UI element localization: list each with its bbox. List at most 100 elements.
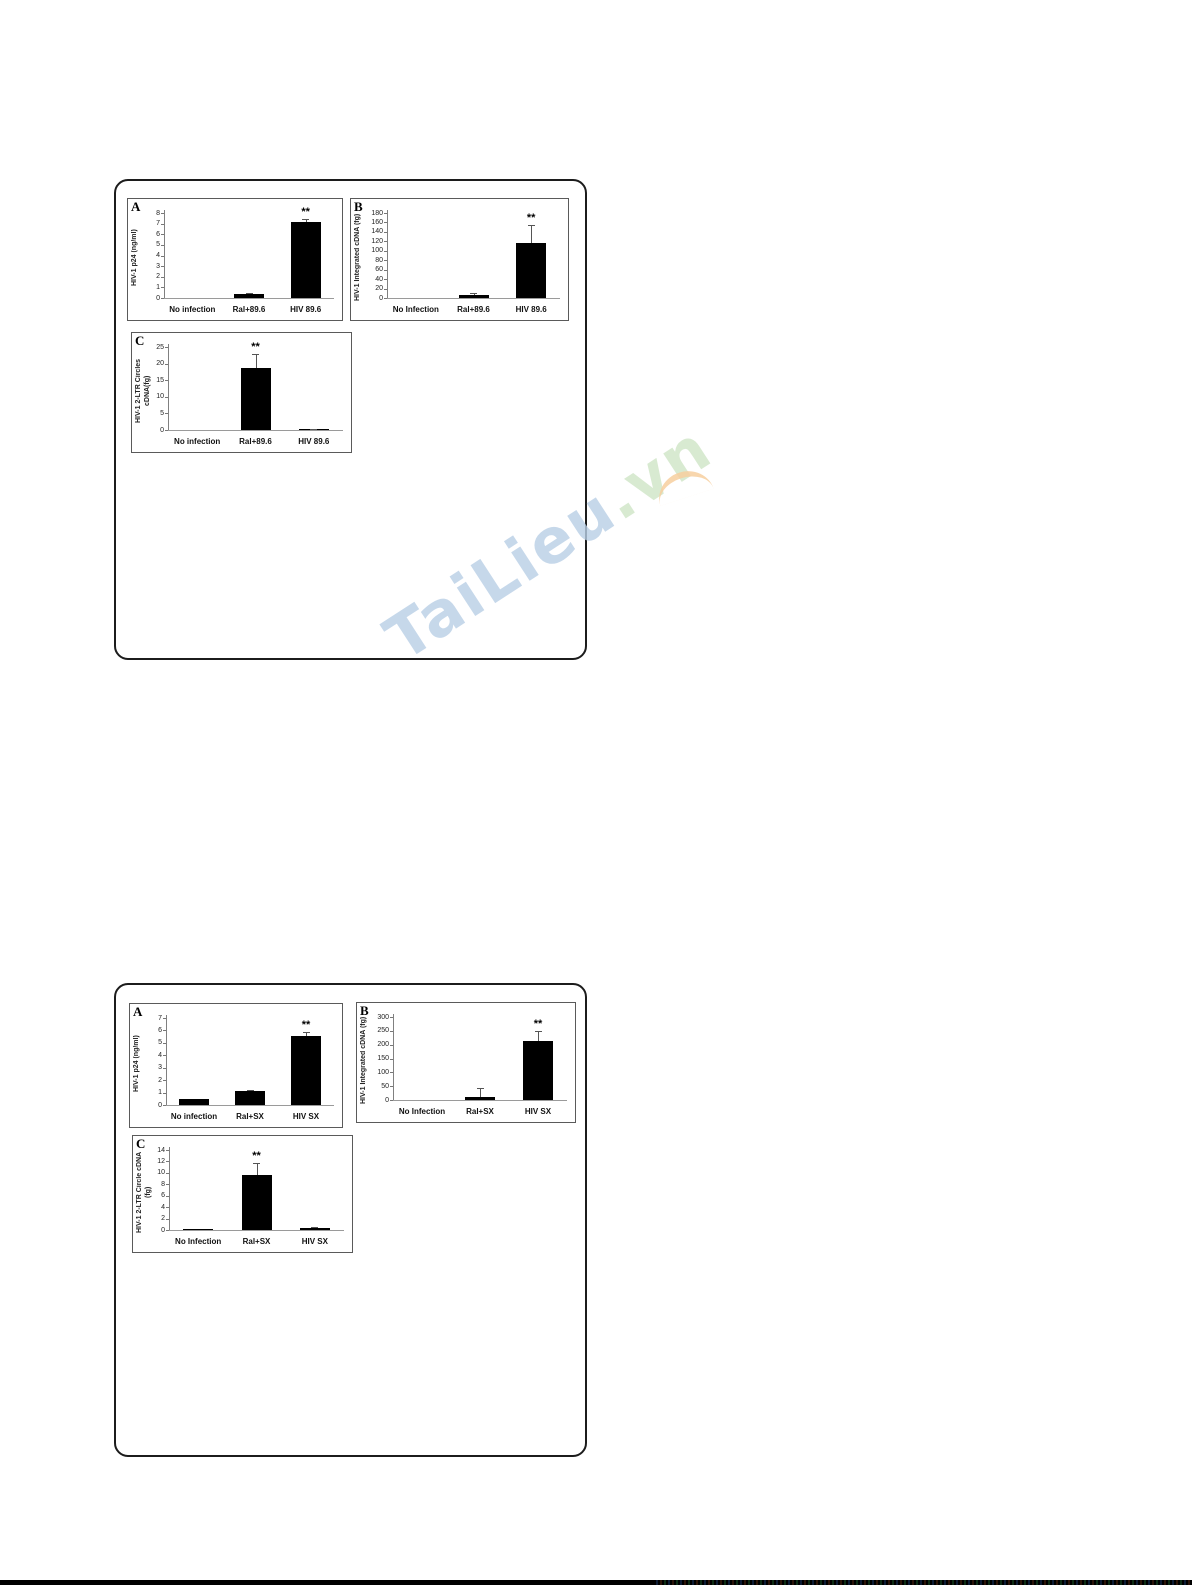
panel-letter: A bbox=[131, 199, 141, 214]
y-tick-mark bbox=[161, 234, 164, 236]
y-tick-label: 0 bbox=[379, 294, 383, 302]
y-tick-mark bbox=[166, 1195, 169, 1197]
y-tick-mark bbox=[163, 1042, 166, 1044]
panel-letter: C bbox=[135, 333, 145, 348]
y-tick-label: 3 bbox=[156, 262, 160, 270]
y-tick-mark bbox=[161, 244, 164, 246]
y-axis-line bbox=[393, 1014, 394, 1100]
y-tick-label: 14 bbox=[157, 1146, 165, 1154]
x-category-label: Ral+89.6 bbox=[232, 305, 266, 314]
x-category-label: HIV SX bbox=[524, 1107, 552, 1116]
y-tick-label: 20 bbox=[375, 285, 383, 293]
y-tick-mark bbox=[163, 1067, 166, 1069]
error-bar-cap bbox=[252, 353, 259, 355]
y-tick-label: 0 bbox=[161, 1226, 165, 1234]
y-tick-mark bbox=[384, 279, 387, 281]
y-tick-label: 1 bbox=[156, 283, 160, 291]
x-category-label: HIV 89.6 bbox=[290, 305, 322, 314]
bar-ral-89-6 bbox=[240, 367, 271, 430]
error-bar-cap bbox=[476, 1087, 484, 1089]
bar-hiv-89-6 bbox=[290, 221, 321, 298]
y-tick-label: 40 bbox=[375, 275, 383, 283]
figure1-panel-a-chart: A HIV-1 p24 (ng/ml) 0 1 2 3 4 5 6 7 8 No infection R… bbox=[127, 198, 343, 321]
significance-marker: ** bbox=[252, 1150, 261, 1163]
panel-letter: B bbox=[354, 199, 363, 214]
y-tick-label: 8 bbox=[161, 1180, 165, 1188]
y-tick-mark bbox=[163, 1055, 166, 1057]
x-axis-line bbox=[166, 430, 343, 431]
y-tick-label: 2 bbox=[156, 273, 160, 281]
bar-no-infection bbox=[179, 1099, 209, 1105]
y-tick-label: 7 bbox=[158, 1014, 162, 1022]
y-axis-line bbox=[168, 344, 169, 430]
bar-ral-89-6 bbox=[234, 294, 264, 298]
y-tick-mark bbox=[165, 430, 168, 431]
bar-ral-sx bbox=[235, 1091, 265, 1105]
y-tick-label: 15 bbox=[156, 376, 164, 384]
y-tick-mark bbox=[163, 1080, 166, 1082]
y-tick-mark bbox=[166, 1150, 169, 1151]
y-tick-mark bbox=[390, 1072, 393, 1074]
error-bar-line bbox=[305, 218, 307, 222]
y-tick-mark bbox=[161, 287, 164, 289]
error-bar-cap bbox=[246, 1090, 254, 1092]
x-category-label: Ral+SX bbox=[236, 1112, 264, 1121]
y-axis-line bbox=[169, 1147, 170, 1230]
significance-marker: ** bbox=[526, 211, 536, 224]
x-category-label: No infection bbox=[174, 437, 221, 446]
x-category-label: No Infection bbox=[175, 1237, 222, 1246]
x-axis-line bbox=[164, 1105, 334, 1106]
y-tick-mark bbox=[390, 1058, 393, 1060]
y-tick-label: 0 bbox=[156, 294, 160, 302]
watermark-swoosh-icon bbox=[652, 463, 714, 507]
y-tick-mark bbox=[161, 223, 164, 225]
y-tick-label: 10 bbox=[156, 393, 164, 401]
y-tick-mark bbox=[384, 250, 387, 252]
x-category-label: Ral+89.6 bbox=[457, 305, 490, 314]
y-tick-label: 5 bbox=[160, 409, 164, 417]
figure-1-box: A HIV-1 p24 (ng/ml) 0 1 2 3 4 5 6 7 8 No infection R… bbox=[114, 179, 587, 660]
y-tick-label: 140 bbox=[371, 228, 383, 236]
y-tick-label: 250 bbox=[377, 1027, 389, 1035]
y-tick-label: 300 bbox=[377, 1013, 389, 1021]
y-tick-label: 25 bbox=[156, 343, 164, 351]
x-category-label: HIV 89.6 bbox=[298, 437, 330, 446]
watermark-text-suffix: .vn bbox=[588, 411, 725, 535]
y-tick-mark bbox=[165, 396, 168, 398]
y-tick-mark bbox=[163, 1105, 166, 1106]
y-tick-mark bbox=[165, 363, 168, 365]
figure-2-box: A HIV-1 p24 (ng/ml) 0 1 2 3 4 5 6 7 No infection Ra… bbox=[114, 983, 587, 1457]
y-tick-label: 6 bbox=[158, 1026, 162, 1034]
x-category-label: No infection bbox=[170, 1112, 218, 1121]
y-tick-mark bbox=[384, 269, 387, 271]
y-tick-label: 100 bbox=[377, 1068, 389, 1076]
y-tick-mark bbox=[384, 298, 387, 299]
y-tick-mark bbox=[165, 380, 168, 382]
error-bar-line bbox=[306, 1031, 307, 1036]
bar-hiv-sx bbox=[523, 1040, 553, 1100]
page-bottom-rule bbox=[0, 1580, 1192, 1585]
y-tick-mark bbox=[384, 288, 387, 290]
y-tick-label: 3 bbox=[158, 1064, 162, 1072]
error-bar-line bbox=[531, 224, 533, 243]
y-tick-label: 4 bbox=[161, 1203, 165, 1211]
y-tick-label: 7 bbox=[156, 220, 160, 228]
figure2-panel-c-chart: C HIV-1 2-LTR Circle cDNA (fg) 0 2 4 6 8 10 12 14… bbox=[132, 1135, 353, 1253]
y-tick-label: 20 bbox=[156, 360, 164, 368]
y-tick-mark bbox=[390, 1044, 393, 1046]
y-tick-label: 150 bbox=[377, 1055, 389, 1062]
y-tick-label: 180 bbox=[371, 209, 383, 217]
figure1-panel-c-chart: C HIV-1 2-LTR Circles cDNA(fg) 0 5 10 15 20 25 N… bbox=[131, 332, 352, 453]
error-bar-cap bbox=[311, 1227, 319, 1229]
y-tick-mark bbox=[161, 276, 164, 278]
y-tick-mark bbox=[161, 255, 164, 257]
bar-ral-sx bbox=[241, 1175, 272, 1230]
x-category-label: No infection bbox=[169, 305, 216, 314]
y-tick-mark bbox=[166, 1207, 169, 1209]
panel-letter: C bbox=[136, 1136, 146, 1151]
bar-no-infection bbox=[183, 1229, 214, 1230]
x-axis-line bbox=[162, 298, 334, 299]
bar-hiv-89-6 bbox=[516, 242, 547, 298]
y-tick-mark bbox=[166, 1184, 169, 1186]
